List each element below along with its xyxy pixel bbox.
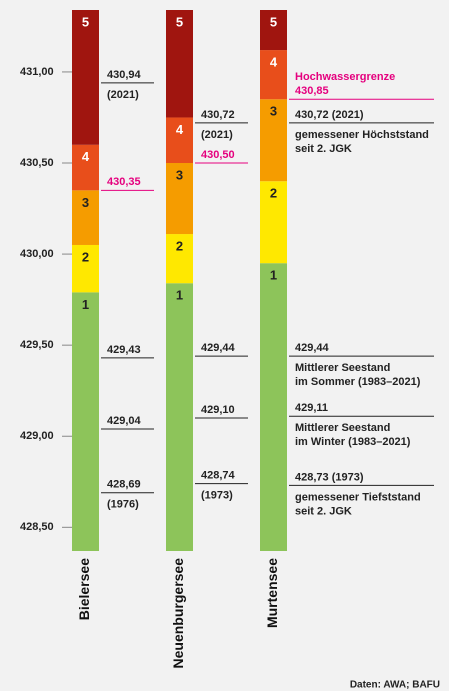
marker-note: im Sommer (1983–2021) (295, 376, 421, 388)
marker-note: gemessener Tiefststand (295, 491, 421, 503)
marker-label: 430,50 (201, 149, 235, 161)
level-label: 5 (270, 14, 277, 29)
y-tick-label: 429,50 (20, 339, 54, 351)
marker-note: (1973) (201, 490, 233, 502)
segment (166, 283, 193, 551)
marker-note: (1976) (107, 499, 139, 511)
segment (260, 50, 287, 100)
segment (72, 190, 99, 245)
source: Daten: AWA; BAFU (350, 680, 440, 691)
segment (260, 181, 287, 264)
marker-note: (2021) (107, 89, 139, 101)
marker-label: 430,72 (201, 109, 235, 121)
segment (260, 10, 287, 51)
segment (72, 292, 99, 551)
marker-label: 430,35 (107, 176, 141, 188)
level-label: 3 (270, 104, 277, 119)
segment (72, 244, 99, 293)
level-label: 2 (82, 249, 89, 264)
marker-label: 429,43 (107, 344, 141, 356)
level-label: 4 (82, 149, 90, 164)
lake-name: Bielersee (76, 558, 92, 620)
marker-label: 429,44 (201, 342, 236, 354)
level-label: 1 (176, 288, 183, 303)
marker-note: Mittlerer Seestand (295, 422, 390, 434)
marker-note: seit 2. JGK (295, 143, 352, 155)
segment (166, 163, 193, 235)
lake-name: Neuenburgersee (170, 558, 186, 669)
y-tick-label: 431,00 (20, 66, 54, 78)
segment (260, 99, 287, 182)
level-label: 3 (176, 167, 183, 182)
y-tick-label: 430,00 (20, 248, 54, 260)
segment (166, 10, 193, 118)
level-label: 4 (176, 122, 184, 137)
y-tick-label: 429,00 (20, 430, 54, 442)
marker-label: 428,69 (107, 479, 141, 491)
marker-note: Mittlerer Seestand (295, 362, 390, 374)
level-label: 1 (270, 268, 277, 283)
marker-heading: Hochwassergrenze (295, 71, 395, 83)
marker-note: seit 2. JGK (295, 505, 352, 517)
level-label: 5 (176, 14, 183, 29)
segment (72, 144, 99, 191)
marker-label: 428,73 (1973) (295, 471, 364, 483)
marker-label: 429,04 (107, 415, 142, 427)
segment (260, 263, 287, 551)
level-label: 2 (270, 186, 277, 201)
marker-note: im Winter (1983–2021) (295, 436, 411, 448)
level-label: 3 (82, 195, 89, 210)
level-label: 4 (270, 55, 278, 70)
lake-name: Murtensee (264, 558, 280, 628)
level-label: 1 (82, 297, 89, 312)
segment (166, 234, 193, 284)
segment (72, 10, 99, 145)
segment (166, 117, 193, 164)
marker-note: (2021) (201, 129, 233, 141)
marker-label: 430,94 (107, 69, 142, 81)
marker-label: 430,72 (2021) (295, 109, 364, 121)
level-label: 2 (176, 238, 183, 253)
y-tick-label: 428,50 (20, 521, 54, 533)
y-tick-label: 430,50 (20, 157, 54, 169)
marker-label: 430,85 (295, 85, 329, 97)
marker-note: gemessener Höchststand (295, 129, 429, 141)
marker-label: 429,44 (295, 342, 330, 354)
marker-label: 429,11 (295, 402, 328, 414)
marker-label: 428,74 (201, 470, 236, 482)
level-label: 5 (82, 14, 89, 29)
marker-label: 429,10 (201, 404, 235, 416)
